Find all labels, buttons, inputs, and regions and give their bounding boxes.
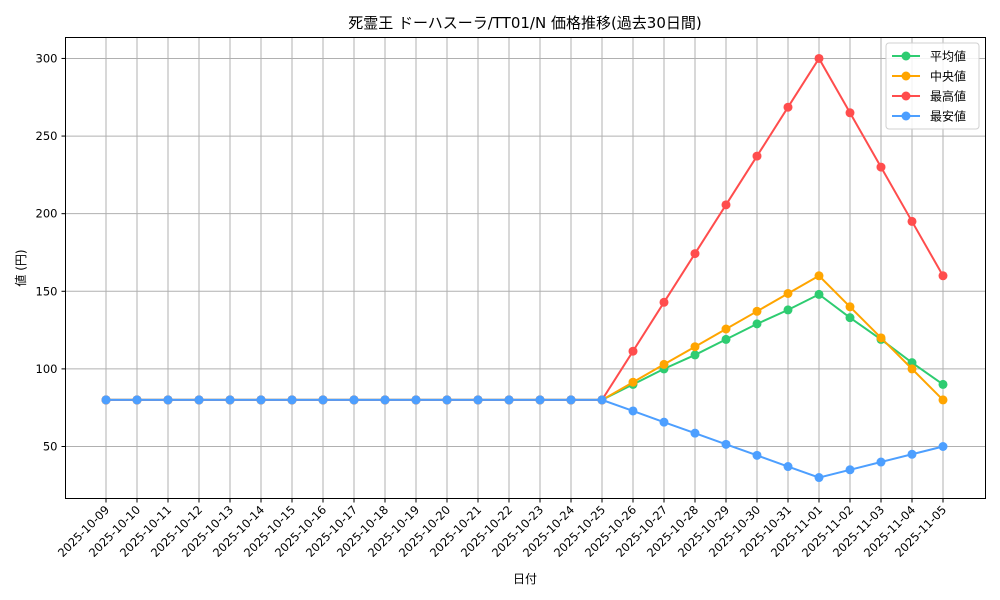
legend-marker-icon	[901, 51, 911, 61]
data-point	[721, 439, 731, 449]
data-point	[876, 162, 886, 172]
data-point	[318, 395, 328, 405]
y-tick-label: 150	[36, 284, 58, 298]
data-point	[814, 53, 824, 63]
data-point	[876, 457, 886, 467]
data-point	[628, 377, 638, 387]
data-point	[225, 395, 235, 405]
legend-item: 最高値	[892, 89, 966, 104]
legend-item: 平均値	[892, 49, 966, 64]
data-point	[442, 395, 452, 405]
data-point	[783, 288, 793, 298]
data-point	[783, 462, 793, 472]
legend-label: 最安値	[930, 109, 966, 124]
data-point	[535, 395, 545, 405]
y-tick-label: 100	[36, 362, 58, 376]
data-point	[907, 364, 917, 374]
data-point	[814, 473, 824, 483]
data-point	[690, 342, 700, 352]
data-point	[163, 395, 173, 405]
y-tick-label: 250	[36, 129, 58, 143]
y-tick-label: 300	[36, 51, 58, 65]
data-point	[380, 395, 390, 405]
data-point	[132, 395, 142, 405]
legend-label: 中央値	[930, 69, 966, 84]
data-point	[752, 319, 762, 329]
data-point	[101, 395, 111, 405]
data-point	[938, 271, 948, 281]
data-point	[690, 249, 700, 259]
legend-marker-icon	[901, 111, 911, 121]
data-point	[938, 395, 948, 405]
legend-item: 最安値	[892, 109, 966, 124]
legend-marker-icon	[901, 71, 911, 81]
data-point	[628, 406, 638, 416]
data-point	[845, 108, 855, 118]
data-point	[907, 449, 917, 459]
data-point	[752, 151, 762, 161]
data-point	[504, 395, 514, 405]
data-point	[566, 395, 576, 405]
series-line	[101, 289, 948, 405]
y-axis-label: 値 (円)	[13, 249, 28, 286]
data-point	[194, 395, 204, 405]
data-point	[659, 297, 669, 307]
data-point	[814, 289, 824, 299]
data-point	[597, 395, 607, 405]
data-point	[845, 465, 855, 475]
data-point	[287, 395, 297, 405]
legend-label: 平均値	[930, 49, 966, 64]
data-point	[411, 395, 421, 405]
data-point	[628, 346, 638, 356]
data-point	[752, 450, 762, 460]
data-point	[845, 313, 855, 323]
data-point	[721, 334, 731, 344]
data-point	[752, 306, 762, 316]
data-point	[876, 333, 886, 343]
legend-marker-icon	[901, 91, 911, 101]
data-point	[256, 395, 266, 405]
data-point	[907, 216, 917, 226]
x-axis: 2025-10-092025-10-102025-10-112025-10-12…	[55, 498, 949, 560]
data-point	[659, 359, 669, 369]
plot-frame	[65, 37, 986, 499]
data-point	[690, 428, 700, 438]
data-point	[938, 442, 948, 452]
data-point	[721, 324, 731, 334]
data-point	[659, 417, 669, 427]
data-point	[690, 350, 700, 360]
series-layer	[101, 53, 948, 483]
legend-item: 中央値	[892, 69, 966, 84]
x-axis-label: 日付	[513, 572, 537, 586]
data-point	[473, 395, 483, 405]
series-line	[101, 53, 948, 405]
data-point	[783, 305, 793, 315]
data-point	[814, 271, 824, 281]
legend-label: 最高値	[930, 89, 966, 104]
y-tick-label: 200	[36, 207, 58, 221]
legend-box	[885, 42, 980, 130]
data-point	[938, 379, 948, 389]
y-tick-label: 50	[43, 440, 58, 454]
chart-title: 死霊王 ドーハスーラ/TT01/N 価格推移(過去30日間)	[348, 14, 702, 32]
data-point	[721, 200, 731, 210]
data-point	[907, 358, 917, 368]
data-point	[845, 302, 855, 312]
data-point	[349, 395, 359, 405]
series-line	[101, 395, 948, 483]
grid-lines	[65, 37, 986, 499]
data-point	[783, 102, 793, 112]
y-axis: 50 100 150 200 250 300	[36, 51, 66, 454]
